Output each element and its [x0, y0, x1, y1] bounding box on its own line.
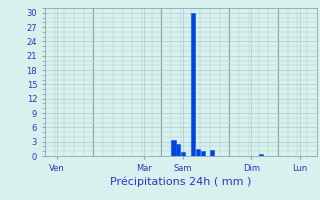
Bar: [191, 13, 195, 156]
Bar: [201, 151, 205, 156]
Bar: [176, 144, 180, 156]
Bar: [181, 152, 185, 156]
Bar: [210, 150, 214, 156]
Bar: [172, 140, 176, 156]
X-axis label: Précipitations 24h ( mm ): Précipitations 24h ( mm ): [110, 177, 252, 187]
Bar: [196, 149, 200, 156]
Bar: [259, 154, 263, 156]
